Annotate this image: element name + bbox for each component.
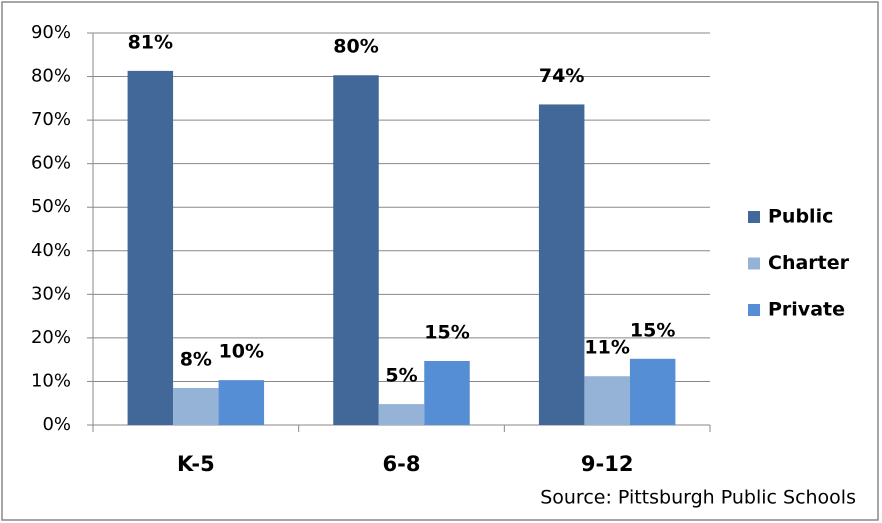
legend-swatch [748, 211, 760, 223]
bar [218, 380, 265, 425]
bar [538, 104, 585, 425]
bar [629, 358, 676, 425]
legend-swatch [748, 304, 760, 316]
value-label: 74% [539, 65, 584, 87]
bar [378, 404, 425, 425]
y-tick-label: 30% [31, 283, 71, 304]
value-label: 8% [180, 348, 212, 370]
legend-label: Private [768, 299, 845, 321]
y-tick-label: 0% [42, 414, 71, 435]
value-label: 80% [333, 36, 378, 58]
y-tick-label: 60% [31, 153, 71, 174]
x-tick-label: K-5 [177, 452, 215, 476]
legend-swatch [748, 257, 760, 270]
value-label: 11% [584, 337, 629, 359]
y-tick-label: 10% [31, 370, 71, 391]
y-tick-label: 50% [31, 196, 71, 217]
y-tick-label: 90% [31, 22, 71, 43]
value-label: 15% [630, 319, 675, 341]
value-label: 81% [128, 31, 173, 53]
legend-label: Charter [768, 252, 850, 274]
bar [173, 387, 219, 425]
bar [584, 376, 630, 425]
legend-label: Public [768, 206, 833, 228]
bar [127, 70, 174, 425]
y-tick-label: 20% [31, 327, 71, 348]
source-note: Source: Pittsburgh Public Schools [540, 487, 856, 509]
value-label: 5% [385, 365, 417, 387]
value-label: 15% [424, 321, 469, 343]
bar [424, 360, 470, 425]
y-tick-label: 80% [31, 66, 71, 87]
y-tick-label: 70% [31, 109, 71, 130]
bar [333, 75, 379, 425]
y-tick-label: 40% [31, 240, 71, 261]
x-tick-label: 9-12 [581, 452, 634, 476]
value-label: 10% [219, 341, 264, 363]
x-tick-label: 6-8 [383, 452, 421, 476]
